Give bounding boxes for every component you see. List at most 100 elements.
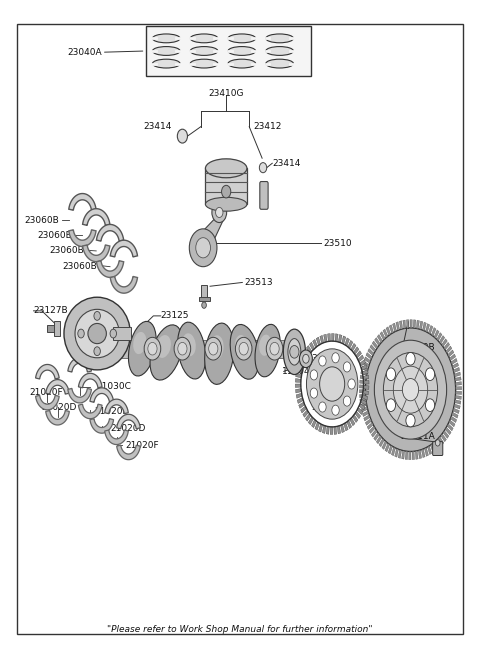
Polygon shape xyxy=(105,430,128,445)
Polygon shape xyxy=(350,418,355,426)
Ellipse shape xyxy=(64,297,131,370)
Polygon shape xyxy=(360,399,367,405)
Circle shape xyxy=(384,353,438,427)
Polygon shape xyxy=(450,416,456,422)
Circle shape xyxy=(319,402,326,412)
Ellipse shape xyxy=(133,332,146,354)
Polygon shape xyxy=(319,424,323,432)
Text: 21030C: 21030C xyxy=(96,382,131,391)
Polygon shape xyxy=(96,225,124,241)
Polygon shape xyxy=(429,325,433,334)
Ellipse shape xyxy=(153,47,180,55)
FancyBboxPatch shape xyxy=(199,297,210,301)
Polygon shape xyxy=(300,358,305,365)
Ellipse shape xyxy=(129,321,156,376)
Ellipse shape xyxy=(209,335,224,360)
Circle shape xyxy=(202,302,206,308)
Ellipse shape xyxy=(230,325,259,379)
Polygon shape xyxy=(403,320,406,328)
Polygon shape xyxy=(453,408,459,414)
Polygon shape xyxy=(382,441,387,449)
Polygon shape xyxy=(275,340,295,357)
Ellipse shape xyxy=(150,325,182,380)
Polygon shape xyxy=(367,422,373,430)
FancyBboxPatch shape xyxy=(54,321,60,336)
Ellipse shape xyxy=(266,47,293,55)
Polygon shape xyxy=(297,368,302,373)
Polygon shape xyxy=(153,340,182,357)
Polygon shape xyxy=(443,430,449,438)
Polygon shape xyxy=(316,337,321,346)
Polygon shape xyxy=(322,425,326,434)
Circle shape xyxy=(435,440,440,446)
Polygon shape xyxy=(452,412,458,418)
Text: 23040A: 23040A xyxy=(67,48,102,57)
Polygon shape xyxy=(389,325,394,334)
Polygon shape xyxy=(117,415,140,429)
Polygon shape xyxy=(360,403,367,407)
Circle shape xyxy=(306,349,358,419)
Polygon shape xyxy=(372,430,377,437)
Polygon shape xyxy=(431,328,436,336)
FancyBboxPatch shape xyxy=(113,327,131,340)
Polygon shape xyxy=(360,394,366,397)
Polygon shape xyxy=(362,366,368,371)
Polygon shape xyxy=(83,245,110,261)
Text: 23111: 23111 xyxy=(221,332,249,340)
Text: "Please refer to Work Shop Manual for further information": "Please refer to Work Shop Manual for fu… xyxy=(107,625,373,635)
Text: 21020F: 21020F xyxy=(126,441,159,449)
Polygon shape xyxy=(363,390,369,395)
Circle shape xyxy=(343,396,351,406)
Polygon shape xyxy=(193,219,224,254)
Ellipse shape xyxy=(288,338,301,365)
Polygon shape xyxy=(105,399,128,414)
Ellipse shape xyxy=(153,59,180,68)
Polygon shape xyxy=(452,363,458,369)
Polygon shape xyxy=(361,365,367,371)
Polygon shape xyxy=(304,350,310,357)
Polygon shape xyxy=(364,357,371,363)
Polygon shape xyxy=(444,342,450,350)
Polygon shape xyxy=(337,426,341,434)
Ellipse shape xyxy=(204,323,234,384)
Ellipse shape xyxy=(75,309,119,358)
Polygon shape xyxy=(335,334,338,342)
Polygon shape xyxy=(312,420,316,428)
Polygon shape xyxy=(430,444,435,453)
Polygon shape xyxy=(338,334,342,343)
Polygon shape xyxy=(78,373,102,388)
Text: 21020D: 21020D xyxy=(41,403,76,412)
Circle shape xyxy=(332,405,339,415)
Polygon shape xyxy=(456,391,462,395)
Circle shape xyxy=(320,367,345,401)
Circle shape xyxy=(216,208,223,217)
Polygon shape xyxy=(385,443,390,452)
Text: 23125: 23125 xyxy=(161,311,189,321)
Polygon shape xyxy=(391,447,396,456)
Polygon shape xyxy=(78,404,102,419)
Text: 23513: 23513 xyxy=(245,278,273,287)
Polygon shape xyxy=(425,324,430,332)
Polygon shape xyxy=(306,346,312,353)
Polygon shape xyxy=(244,340,275,357)
Polygon shape xyxy=(358,355,364,362)
Polygon shape xyxy=(330,427,333,434)
FancyBboxPatch shape xyxy=(47,325,56,332)
Polygon shape xyxy=(315,422,320,430)
Polygon shape xyxy=(454,404,460,409)
Polygon shape xyxy=(296,389,301,393)
Polygon shape xyxy=(365,419,372,425)
Polygon shape xyxy=(379,438,384,447)
Polygon shape xyxy=(332,334,334,341)
Text: 23124B: 23124B xyxy=(78,306,112,315)
Polygon shape xyxy=(300,406,307,413)
Ellipse shape xyxy=(178,322,205,379)
Polygon shape xyxy=(90,419,114,433)
Circle shape xyxy=(270,342,279,355)
Circle shape xyxy=(235,337,252,360)
Polygon shape xyxy=(396,322,399,330)
Polygon shape xyxy=(327,334,330,342)
Polygon shape xyxy=(297,397,303,403)
Text: 21020D: 21020D xyxy=(110,424,145,433)
Polygon shape xyxy=(368,348,374,355)
